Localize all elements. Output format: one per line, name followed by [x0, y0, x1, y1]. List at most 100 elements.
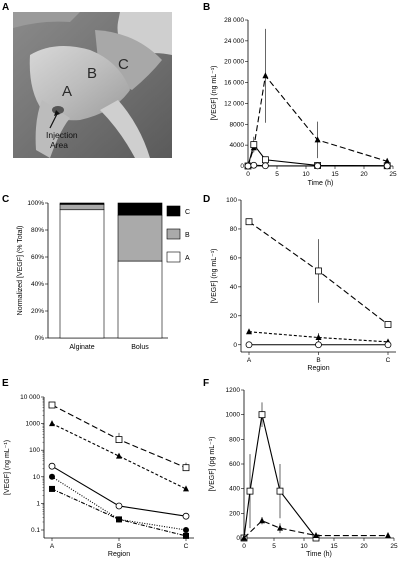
- y-tick-label: 0%: [35, 335, 45, 342]
- x-tick-label: 10: [300, 543, 308, 550]
- x-tick-label: 5: [272, 543, 276, 550]
- data-point: [246, 328, 252, 335]
- data-point: [116, 452, 122, 459]
- data-point: [49, 473, 55, 480]
- y-tick-label: 0: [240, 163, 244, 170]
- data-point: [183, 485, 189, 492]
- x-tick-label: A: [247, 357, 252, 364]
- y-tick-label: 400: [229, 486, 240, 493]
- panel-letter-c: C: [2, 194, 9, 205]
- y-tick-label: 800: [229, 436, 240, 443]
- data-point: [48, 462, 56, 470]
- panel-e-chart: 0.1 1 10 100 1000 10 000 A B C Region [VEGF] (ng m…: [4, 394, 194, 558]
- data-point: [250, 161, 258, 169]
- y-tick-label: 1000: [226, 412, 241, 419]
- y-tick-label: 40%: [31, 281, 44, 288]
- y-axis-label: [VEGF] (ng mL⁻¹): [211, 248, 218, 303]
- y-tick-label: 40: [230, 284, 238, 291]
- panel-letter-b: B: [203, 2, 210, 13]
- data-point: [315, 341, 322, 349]
- y-axis-label: Normalized [VEGF] (% Total): [17, 226, 24, 316]
- y-tick-label: 16 000: [224, 80, 244, 87]
- data-point: [314, 162, 322, 170]
- data-point: [250, 141, 258, 149]
- y-tick-label: 24 000: [224, 38, 244, 45]
- panel-letter-d: D: [203, 194, 210, 205]
- x-tick-label: 0: [246, 171, 250, 178]
- y-tick-label: 0.1: [31, 527, 40, 534]
- legend-label: A: [185, 255, 190, 262]
- x-tick-label: 15: [330, 543, 338, 550]
- panel-letter-e: E: [2, 378, 9, 389]
- panel-letter-f: F: [203, 378, 209, 389]
- y-tick-label: 80: [230, 226, 238, 233]
- y-tick-label: 12 000: [224, 100, 244, 107]
- panel-f-chart: 0 200 400 600 800 1000 1200 0 5 10 15 20 25 Time (h) […: [209, 387, 398, 558]
- x-tick-label: 0: [242, 543, 246, 550]
- data-point: [261, 156, 269, 164]
- data-point: [384, 157, 391, 164]
- y-tick-label: 80%: [31, 227, 44, 234]
- x-tick-label: C: [386, 357, 391, 364]
- data-point: [261, 162, 269, 170]
- data-point: [49, 485, 55, 492]
- x-tick-label: 10: [302, 171, 310, 178]
- bar-segment: [117, 260, 163, 339]
- y-tick-label: 100: [29, 447, 40, 454]
- x-axis-label: Time (h): [306, 551, 332, 558]
- panel-c-chart: 0% 20% 40% 60% 80% 100% Normalized [VEGF] (% T…: [17, 200, 190, 351]
- y-tick-label: 8000: [230, 121, 245, 128]
- data-point: [383, 162, 391, 170]
- data-point: [384, 321, 392, 328]
- data-point: [262, 72, 269, 79]
- y-tick-label: 20%: [31, 308, 44, 315]
- data-point: [116, 516, 122, 523]
- panel-d-chart: 0 20 40 60 80 100 A B C Region [VEGF] (ng mL⁻¹): [211, 197, 396, 372]
- data-point: [313, 532, 319, 539]
- data-point: [241, 534, 247, 541]
- x-axis-label: Region: [108, 551, 130, 558]
- y-tick-label: 20: [230, 313, 238, 320]
- data-point: [245, 218, 253, 226]
- y-tick-label: 0: [233, 342, 237, 349]
- category-label: Bolus: [131, 344, 149, 351]
- x-tick-label: B: [316, 357, 320, 364]
- bar-segment: [59, 209, 105, 339]
- x-tick-label: 20: [360, 171, 368, 178]
- photo-label-b: B: [87, 65, 97, 82]
- x-axis-label: Region: [307, 365, 329, 372]
- y-tick-label: 60: [230, 255, 238, 262]
- photo-label-a: A: [62, 83, 72, 100]
- y-axis-label: [VEGF] (ng mL⁻¹): [211, 65, 218, 120]
- data-point: [183, 532, 189, 539]
- data-point: [244, 162, 252, 170]
- y-tick-label: 100: [226, 197, 237, 204]
- x-tick-label: 5: [275, 171, 279, 178]
- series-line: [248, 331, 389, 343]
- y-tick-label: 1200: [226, 387, 241, 394]
- bar-segment: [117, 214, 163, 262]
- data-point: [258, 411, 266, 419]
- legend-swatch: [166, 205, 181, 217]
- data-point: [259, 517, 265, 524]
- y-tick-label: 10: [33, 474, 41, 481]
- y-tick-label: 100%: [27, 200, 44, 207]
- y-tick-label: 0: [236, 535, 240, 542]
- data-point: [276, 487, 284, 495]
- category-label: Alginate: [69, 344, 94, 351]
- data-point: [246, 487, 254, 495]
- data-point: [314, 136, 321, 143]
- panel-a-photo: A B C Injection Area: [13, 12, 172, 158]
- y-axis-label: [VEGF] (pg mL⁻¹): [209, 436, 216, 491]
- bar-segment: [59, 204, 105, 211]
- panel-letter-a: A: [2, 2, 9, 13]
- y-tick-label: 1000: [26, 421, 41, 428]
- y-tick-label: 20 000: [224, 59, 244, 66]
- panel-b-chart: 0 4000 8000 12 000 16 000 20 000 24 000 28 000 0…: [211, 17, 397, 187]
- data-point: [115, 502, 123, 510]
- data-point: [182, 512, 190, 520]
- data-point: [182, 464, 190, 472]
- x-tick-label: 25: [390, 543, 398, 550]
- y-tick-label: 4000: [230, 142, 245, 149]
